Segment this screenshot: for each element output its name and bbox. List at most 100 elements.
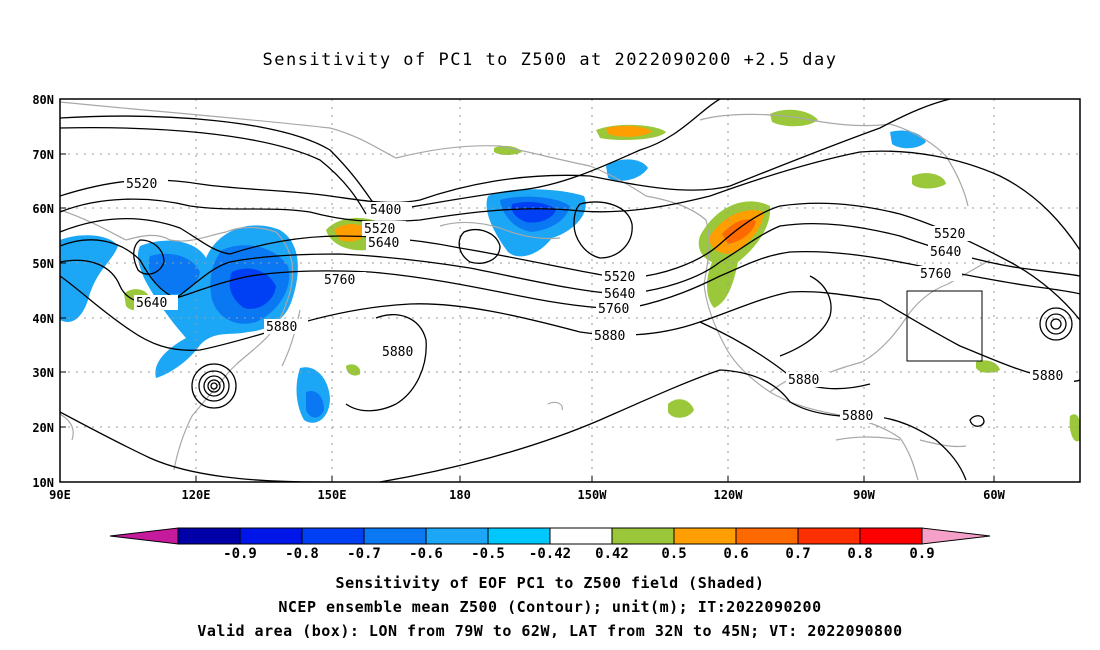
shade-positive (770, 109, 818, 127)
contour-label: 5520 (932, 226, 976, 242)
caption-line-1: Sensitivity of EOF PC1 to Z500 field (Sh… (335, 574, 765, 592)
shade-negative (890, 130, 926, 149)
shade-negative (511, 202, 556, 223)
contour-label: 5880 (1030, 368, 1074, 384)
shade-positive (346, 364, 361, 376)
svg-text:5400: 5400 (370, 203, 401, 218)
svg-text:5520: 5520 (364, 222, 395, 237)
colorbar-bin (549, 527, 613, 545)
svg-text:5640: 5640 (930, 245, 961, 260)
lat-label: 40N (32, 312, 54, 326)
svg-text:5760: 5760 (324, 273, 355, 288)
contour-label: 5760 (322, 272, 366, 288)
lat-label: 10N (32, 476, 54, 490)
plot-frame (59, 98, 1081, 483)
lon-label: 90W (853, 488, 875, 502)
colorbar-bin (735, 527, 799, 545)
contour-label: 5400 (368, 202, 412, 218)
colorbar-tick-label: -0.7 (347, 546, 381, 562)
contour-labels: 5520 5400 5520 5640 5640 5760 5880 5880 … (124, 176, 1074, 424)
colorbar-tick-label: 0.9 (909, 546, 934, 562)
colorbar-tick-label: 0.6 (723, 546, 748, 562)
contour-label: 5640 (928, 244, 972, 260)
svg-text:5760: 5760 (920, 267, 951, 282)
svg-text:5520: 5520 (934, 227, 965, 242)
svg-text:5880: 5880 (842, 409, 873, 424)
map-title: Sensitivity of PC1 to Z500 at 2022090200… (262, 50, 838, 70)
lon-label: 90E (49, 488, 71, 502)
colorbar-underflow-triangle (109, 527, 179, 545)
shade-negative (306, 390, 324, 418)
shade-negative (148, 253, 200, 294)
lon-label: 150W (578, 488, 608, 502)
lat-label: 20N (32, 421, 54, 435)
colorbar-tick-label: 0.7 (785, 546, 810, 562)
valid-area-box (906, 290, 983, 362)
tick-marks (60, 98, 995, 482)
colorbar-tick-label: -0.6 (409, 546, 443, 562)
latitude-labels: 80N 70N 60N 50N 40N 30N 20N 10N (32, 93, 54, 490)
colorbar-bin (673, 527, 737, 545)
lat-label: 50N (32, 257, 54, 271)
lat-label: 60N (32, 202, 54, 216)
lon-label: 120W (714, 488, 744, 502)
lon-label: 60W (983, 488, 1005, 502)
shade-positive (1069, 414, 1080, 442)
shade-positive (976, 360, 1000, 373)
svg-text:5880: 5880 (1032, 369, 1063, 384)
svg-text:5520: 5520 (604, 270, 635, 285)
colorbar-tick-label: -0.8 (285, 546, 319, 562)
contour-label: 5640 (366, 235, 410, 251)
shade-positive (912, 173, 946, 189)
colorbar-bin (177, 527, 241, 545)
contour-label: 5640 (134, 295, 178, 311)
lat-label: 30N (32, 366, 54, 380)
shade-positive (494, 145, 522, 155)
colorbar-bin (425, 527, 489, 545)
colorbar-bin (239, 527, 303, 545)
shade-negative (606, 159, 648, 181)
lat-label: 70N (32, 148, 54, 162)
svg-text:5760: 5760 (598, 302, 629, 317)
svg-text:5880: 5880 (266, 320, 297, 335)
shade-positive (334, 224, 368, 242)
contour-label: 5520 (602, 269, 646, 285)
colorbar-bin (363, 527, 427, 545)
colorbar-bin (611, 527, 675, 545)
colorbar-tick-label: 0.5 (661, 546, 686, 562)
colorbar-tick-label: 0.42 (595, 546, 629, 562)
lat-label: 80N (32, 93, 54, 107)
caption-line-2: NCEP ensemble mean Z500 (Contour); unit(… (278, 598, 822, 616)
contour-label: 5880 (264, 319, 308, 335)
svg-text:5880: 5880 (594, 329, 625, 344)
shade-positive (668, 399, 694, 418)
svg-text:5640: 5640 (368, 236, 399, 251)
lon-label: 150E (318, 488, 347, 502)
svg-text:5880: 5880 (382, 345, 413, 360)
contour-label: 5760 (918, 266, 962, 282)
contour-label: 5520 (362, 221, 406, 237)
colorbar-bin (859, 527, 923, 545)
colorbar: -0.9 -0.8 -0.7 -0.6 -0.5 -0.42 0.42 0.5 0.6 0.7 0.… (109, 527, 991, 562)
svg-text:5640: 5640 (604, 287, 635, 302)
colorbar-bin (797, 527, 861, 545)
lon-label: 120E (182, 488, 211, 502)
shade-negative (60, 235, 118, 322)
colorbar-bin (487, 527, 551, 545)
contour-label: 5880 (840, 408, 884, 424)
caption-line-3: Valid area (box): LON from 79W to 62W, L… (197, 622, 903, 640)
contour-label: 5640 (602, 286, 646, 302)
shade-positive (722, 219, 756, 244)
colorbar-overflow-triangle (921, 527, 991, 545)
svg-text:5640: 5640 (136, 296, 167, 311)
svg-text:5880: 5880 (788, 373, 819, 388)
longitude-labels: 90E 120E 150E 180 150W 120W 90W 60W (49, 488, 1005, 502)
shade-positive (606, 125, 652, 137)
svg-text:5520: 5520 (126, 177, 157, 192)
contour-label: 5760 (596, 301, 640, 317)
contour-label: 5880 (786, 372, 830, 388)
contour-label: 5880 (380, 344, 424, 360)
colorbar-tick-label: -0.5 (471, 546, 505, 562)
colorbar-bin (301, 527, 365, 545)
